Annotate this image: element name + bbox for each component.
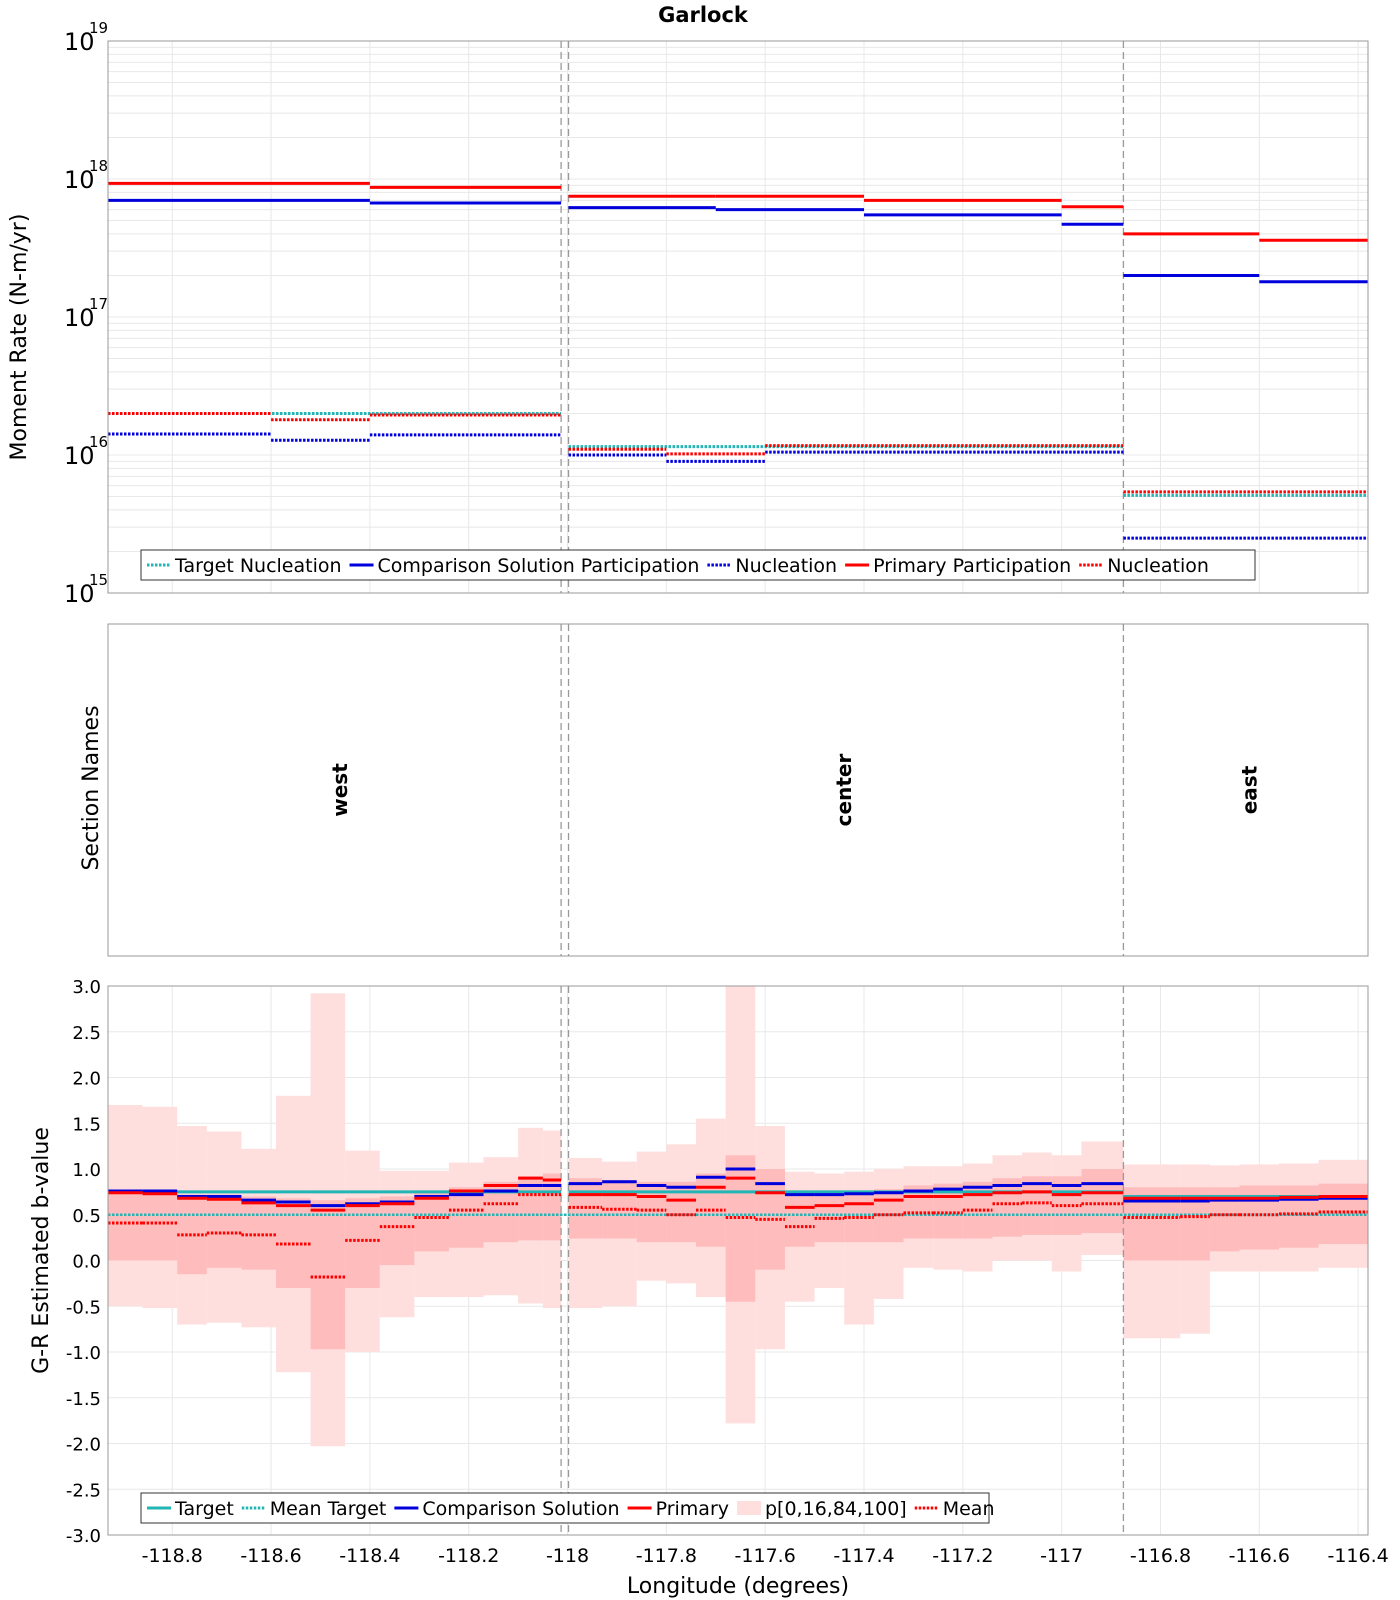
band-p16-p84-19 (725, 1155, 756, 1302)
y-tick-label: -2.5 (66, 1480, 101, 1501)
y-tick-label: 3.0 (72, 977, 101, 998)
y-tick-label: 1.0 (72, 1160, 101, 1181)
x-tick-label: -117.6 (735, 1545, 796, 1567)
legend-moment-rate-label-2: Nucleation (735, 555, 837, 577)
x-tick-label: -117.2 (932, 1545, 993, 1567)
y-tick-label: -1.0 (66, 1343, 101, 1364)
legend-b-value-label-5: Mean (943, 1498, 995, 1520)
legend-b-value-label-0: Target (174, 1498, 234, 1520)
legend-moment-rate-box (140, 549, 1256, 581)
band-p16-p84-4 (241, 1196, 276, 1270)
x-tick-label: -118 (546, 1545, 589, 1567)
y-tick-label: 2.5 (72, 1023, 101, 1044)
x-tick-label: -118.8 (142, 1545, 203, 1567)
legend-b-value-label-3: Primary (656, 1498, 729, 1520)
legend-moment-rate-label-1: Comparison Solution Participation (378, 555, 700, 577)
band-p16-p84-13 (542, 1173, 562, 1241)
y-tick-base: 10 (64, 28, 95, 56)
y-tick-exponent: 16 (89, 433, 108, 451)
legend-moment-rate-label-0: Target Nucleation (174, 555, 342, 577)
section-name-east: east (1237, 765, 1261, 814)
x-axis-label: Longitude (degrees) (627, 1574, 849, 1599)
legend-moment-rate: Target Nucleation Comparison Solution Par… (140, 549, 1256, 581)
y-tick-label: -2.0 (66, 1435, 101, 1456)
section-name-center: center (832, 754, 856, 827)
legend-moment-rate-label-4: Nucleation (1107, 555, 1209, 577)
y-tick-label: 0.5 (72, 1206, 101, 1227)
legend-b-value-label-2: Comparison Solution (422, 1498, 619, 1520)
band-p16-p84-29 (1022, 1176, 1052, 1235)
y-tick-base: 10 (64, 304, 95, 332)
y-axis-title-b-value: G-R Estimated b-value (29, 1127, 54, 1374)
y-axis-title-moment-rate: Moment Rate (N-m/yr) (7, 214, 32, 461)
band-p16-p84-6 (310, 1200, 346, 1350)
x-tick-label: -117.4 (833, 1545, 894, 1567)
band-p16-p84-36 (1279, 1185, 1319, 1248)
band-p16-p84-28 (992, 1178, 1023, 1237)
band-p16-p84-3 (206, 1194, 242, 1268)
y-axis-title-section-names: Section Names (79, 705, 104, 870)
x-tick-label: -116.6 (1229, 1545, 1290, 1567)
band-p16-p84-8 (379, 1196, 415, 1266)
band-p16-p84-10 (448, 1187, 484, 1248)
plot-background-2 (108, 624, 1368, 956)
x-tick-label: -118.2 (438, 1545, 499, 1567)
y-tick-base: 10 (64, 580, 95, 608)
y-tick-base: 10 (64, 166, 95, 194)
y-tick-label: 1.5 (72, 1114, 101, 1135)
x-tick-label: -118.6 (240, 1545, 301, 1567)
y-tick-exponent: 18 (89, 157, 108, 175)
legend-b-value-box (140, 1492, 990, 1524)
y-tick-exponent: 17 (89, 295, 108, 313)
plot-border-1 (107, 40, 1369, 594)
band-p16-p84-37 (1318, 1183, 1368, 1245)
band-p16-p84-21 (784, 1191, 815, 1247)
legend-b-value-swatch-4 (737, 1501, 761, 1515)
x-tick-label: -117.8 (636, 1545, 697, 1567)
plot-border-3 (107, 985, 1369, 1536)
band-p16-p84-1 (142, 1191, 178, 1261)
band-p16-p84-9 (414, 1190, 449, 1252)
chart-title: Garlock (658, 3, 749, 27)
y-tick-label: 0.0 (72, 1252, 101, 1273)
x-tick-label: -116.4 (1327, 1545, 1388, 1567)
y-tick-label: -1.5 (66, 1389, 101, 1410)
band-p16-p84-0 (108, 1191, 143, 1261)
plot-border-2 (107, 623, 1369, 957)
x-tick-label: -116.8 (1130, 1545, 1191, 1567)
y-tick-exponent: 15 (89, 571, 108, 589)
legend-moment-rate-label-3: Primary Participation (873, 555, 1071, 577)
section-name-west: west (328, 763, 352, 817)
y-tick-label: 2.0 (72, 1069, 101, 1090)
legend-b-value-label-1: Mean Target (270, 1498, 387, 1520)
band-p16-p84-7 (345, 1198, 380, 1288)
x-tick-label: -118.4 (339, 1545, 400, 1567)
x-tick-label: -117 (1040, 1545, 1083, 1567)
y-tick-base: 10 (64, 442, 95, 470)
y-tick-label: -3.0 (66, 1526, 101, 1547)
band-p16-p84-31 (1081, 1169, 1124, 1234)
legend-b-value: Target Mean Target Comparison Solution Prim… (140, 1492, 995, 1524)
y-tick-exponent: 19 (89, 19, 108, 37)
band-p16-p84-12 (518, 1176, 543, 1241)
legend-b-value-label-4: p[0,16,84,100] (765, 1498, 907, 1520)
y-tick-label: -0.5 (66, 1297, 101, 1318)
